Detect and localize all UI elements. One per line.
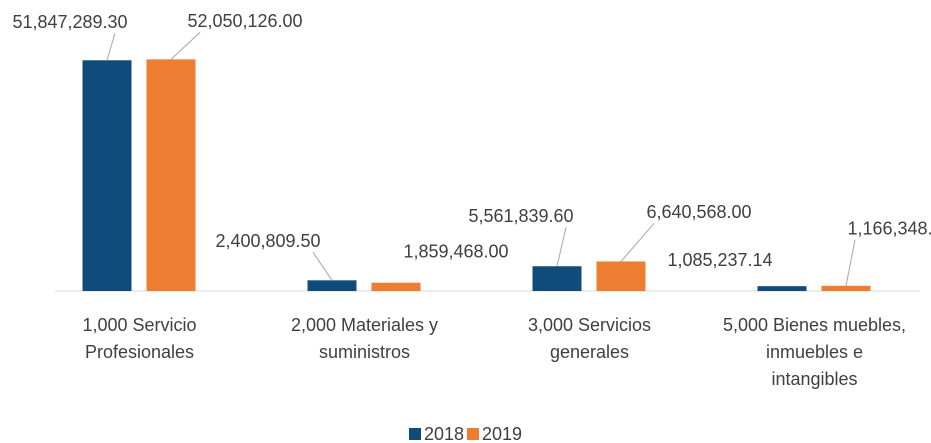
data-label: 1,085,237.14 [667,250,772,270]
bar [532,266,582,291]
bar [371,282,421,291]
bar [596,261,646,291]
data-label: 5,561,839.60 [468,206,573,226]
legend-label: 2018 [424,424,464,443]
data-label: 51,847,289.30 [12,12,127,32]
leader-line [312,252,333,281]
bar [146,59,196,291]
x-tick-label: 2,000 Materiales y suministros [291,315,438,362]
x-tick-label: 3,000 Servicios generales [528,315,651,362]
leader-line [556,227,567,267]
bar [307,280,357,291]
leader-line [106,33,116,61]
data-label: 52,050,126.00 [187,11,302,31]
data-label: 6,640,568.00 [646,202,751,222]
legend-swatch [467,428,479,440]
x-tick-label: 1,000 Servicio Profesionales [82,315,196,362]
data-label: 1,859,468.00 [403,241,508,261]
leader-line [170,32,201,60]
bar [821,285,871,291]
legend-label: 2019 [482,424,522,443]
data-label: 1,166,348.00 [847,219,931,239]
bar [82,60,132,291]
data-label: 2,400,809.50 [215,231,320,251]
legend-swatch [409,428,421,440]
leader-line [845,239,856,286]
bar [757,286,807,291]
leader-line [620,223,655,262]
x-tick-label: 5,000 Bienes muebles, inmuebles e intangib… [723,315,906,389]
